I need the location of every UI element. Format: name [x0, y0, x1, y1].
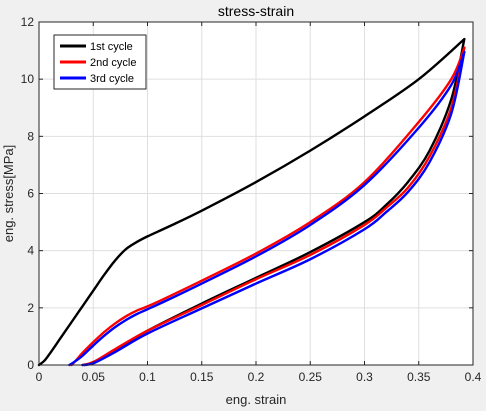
x-tick-label: 0.1: [139, 370, 156, 384]
x-tick-label: 0.05: [82, 370, 106, 384]
x-tick-label: 0.4: [465, 370, 482, 384]
y-tick-label: 12: [21, 15, 35, 29]
series-line-3rd-cycle-unloading: [81, 50, 466, 367]
y-tick-label: 2: [27, 301, 34, 315]
legend-label-3rd-cycle: 3rd cycle: [90, 73, 134, 85]
chart-title: stress-strain: [218, 3, 294, 19]
x-tick-labels: 0 0.05 0.1 0.15 0.2 0.25 0.3 0.35 0.4: [36, 370, 482, 384]
series-line-1st-cycle-unloading: [83, 37, 466, 367]
x-tick-label: 0.25: [299, 370, 323, 384]
legend-label-1st-cycle: 1st cycle: [90, 41, 133, 53]
x-axis-label: eng. strain: [226, 392, 287, 407]
series-line-2nd-cycle-loading: [70, 46, 466, 367]
x-tick-label: 0.3: [356, 370, 373, 384]
y-tick-labels: 0 2 4 6 8 10 12: [21, 15, 35, 372]
x-tick-label: 0.2: [248, 370, 265, 384]
y-axis-label: eng. stress[MPa]: [1, 145, 16, 243]
series-line-3rd-cycle-loading: [68, 50, 466, 367]
series-lines: [37, 37, 466, 367]
y-tick-label: 10: [21, 72, 35, 86]
y-tick-label: 8: [27, 129, 34, 143]
y-tick-label: 0: [27, 358, 34, 372]
y-tick-label: 4: [27, 244, 34, 258]
grid: [39, 22, 473, 365]
x-tick-label: 0: [36, 370, 43, 384]
x-tick-label: 0.15: [190, 370, 214, 384]
ticks: [38, 21, 474, 366]
series-line-1st-cycle-loading: [37, 37, 466, 367]
legend-label-2nd-cycle: 2nd cycle: [90, 57, 136, 69]
y-tick-label: 6: [27, 187, 34, 201]
legend: 1st cycle 2nd cycle 3rd cycle: [53, 34, 147, 90]
x-tick-label: 0.35: [407, 370, 431, 384]
series-line-2nd-cycle-unloading: [81, 46, 466, 367]
